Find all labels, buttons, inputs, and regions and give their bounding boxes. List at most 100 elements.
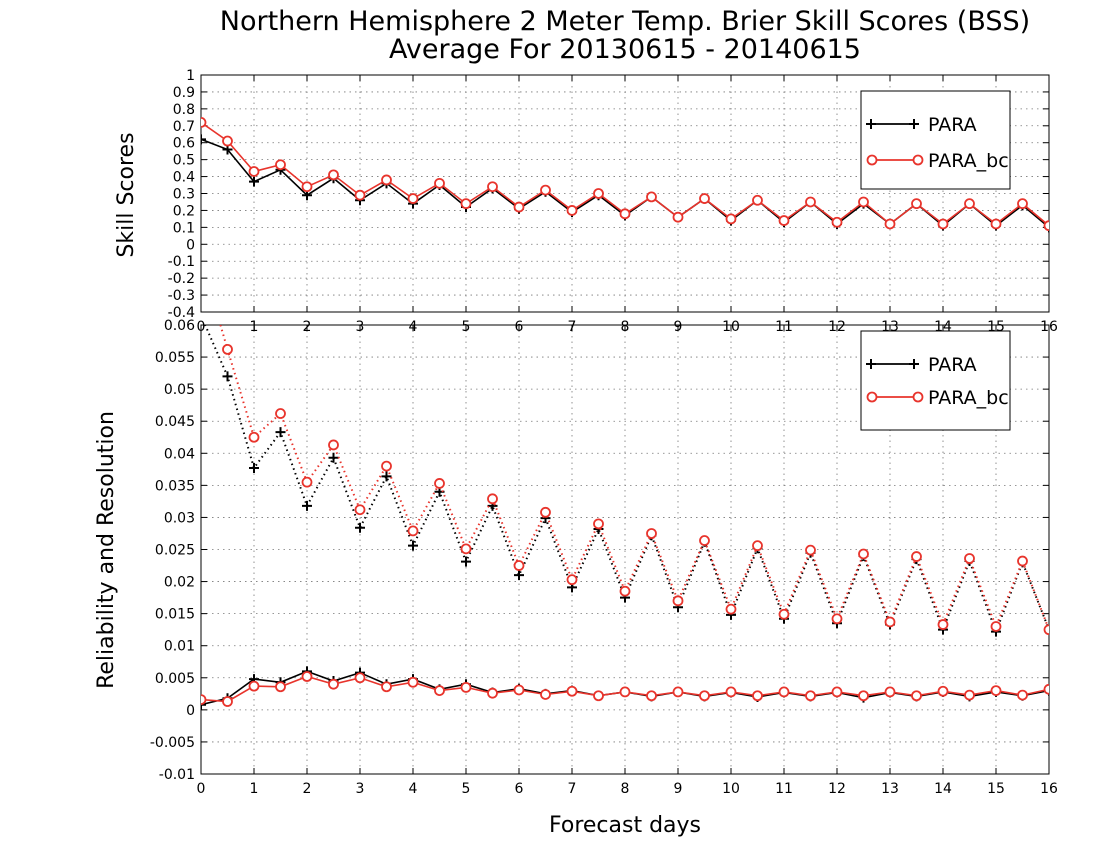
bot-xtick-label: 3 — [356, 781, 365, 797]
bot-para-bc-resolution-point — [513, 560, 525, 571]
bot-ytick-label: 0.06 — [164, 318, 195, 334]
bot-ytick-label: 0.005 — [155, 671, 195, 687]
bot-para-bc-resolution-point — [725, 603, 737, 615]
bot-para-bc-resolution-point — [275, 408, 286, 419]
bot-xtick-label: 8 — [621, 781, 630, 797]
bot-para-bc-resolution-point — [301, 476, 313, 488]
bot-para-bc-resolution-point — [248, 431, 260, 443]
reliability-resolution-panel: -0.01 -0.005 0 0.005 0.01 0.015 0.02 0.025 0.03 0… — [94, 318, 1058, 838]
bot-para-bc-reliability-point — [858, 690, 869, 702]
chart-title-line2: Average For 20130615 - 20140615 — [389, 34, 861, 65]
bot-para-bc-resolution-point — [434, 478, 445, 489]
top-ytick-label: 0.5 — [173, 153, 195, 169]
bot-para-bc-resolution-point — [699, 535, 710, 546]
bot-para-bc-resolution-point — [381, 460, 392, 472]
bot-xtick-label: 5 — [462, 781, 471, 797]
bot-para-bc-reliability-point — [301, 671, 313, 682]
bot-ytick-label: -0.005 — [150, 735, 195, 751]
bot-para-bc-resolution-point — [1017, 555, 1028, 567]
top-para-bc-point — [990, 218, 1002, 230]
bot-para-bc-reliability-point — [672, 686, 684, 698]
bot-para-bc-reliability-point — [911, 690, 922, 702]
top-ytick-label: -0.4 — [168, 305, 195, 321]
top-para-bc-point — [937, 218, 949, 230]
top-para-point — [249, 176, 259, 187]
top-ytick-label: 1 — [186, 68, 195, 84]
bot-para-bc-resolution-point — [328, 439, 339, 451]
bot-xtick-label: 13 — [881, 781, 899, 797]
bot-xtick-label: 16 — [1040, 781, 1058, 797]
top-para-bc-point — [725, 213, 737, 225]
bot-ytick-label: 0.045 — [155, 414, 195, 430]
bot-para-bc-reliability-point — [1017, 689, 1028, 701]
bot-para-bc-reliability-point — [381, 681, 392, 693]
bot-xtick-label: 12 — [828, 781, 846, 797]
bot-para-resolution-point — [514, 570, 524, 581]
bot-para-bc-reliability-point — [201, 694, 207, 705]
bot-ytick-label: 0.035 — [155, 478, 195, 494]
top-ytick-label: 0.2 — [173, 203, 195, 219]
bot-para-bc-resolution-point — [593, 518, 604, 530]
bot-para-bc-resolution-point — [646, 528, 657, 539]
bot-para-resolution-point — [355, 522, 365, 533]
bot-xtick-label: 11 — [775, 781, 793, 797]
bot-para-resolution-point — [302, 500, 312, 511]
bot-para-bc-resolution-point — [778, 608, 790, 620]
bot-para-bc-resolution-point — [752, 540, 763, 552]
top-para-bc-point — [540, 184, 551, 196]
bot-xtick-label: 7 — [568, 781, 577, 797]
bottom-legend-parabc-marker-right — [912, 391, 924, 403]
top-ytick-label: -0.2 — [168, 271, 195, 287]
top-para-bc-point — [1017, 198, 1028, 210]
top-para-bc-point — [381, 174, 392, 186]
bottom-legend-parabc-marker-left — [866, 391, 878, 403]
bot-para-bc-reliability-point — [619, 686, 631, 698]
bot-para-bc-reliability-point — [275, 681, 286, 693]
bot-para-bc-reliability-point — [540, 689, 551, 700]
top-para-bc-point — [566, 205, 578, 216]
bot-para-bc-resolution-point — [672, 595, 684, 607]
bot-para-resolution-point — [222, 371, 233, 382]
bot-ytick-label: 0 — [186, 703, 195, 719]
bot-para-bc-reliability-point — [646, 690, 657, 702]
x-axis-label: Forecast days — [549, 813, 701, 838]
bot-xtick-label: 15 — [987, 781, 1005, 797]
top-para-bc-point — [354, 189, 366, 201]
top-legend-parabc-label: PARA_bc — [928, 150, 1009, 172]
bot-para-bc-resolution-point — [964, 553, 975, 564]
bot-xtick-label: 9 — [674, 781, 683, 797]
bot-para-bc-resolution-point — [805, 544, 816, 556]
top-para-bc-point — [487, 181, 498, 193]
top-ytick-label: -0.1 — [168, 254, 195, 270]
top-legend: PARA PARA_bc — [860, 90, 1011, 190]
bot-para-bc-reliability-point — [328, 678, 339, 690]
top-para-bc-point — [222, 135, 233, 147]
bot-para-bc-resolution-point — [911, 551, 922, 562]
top-para-bc-point — [248, 166, 260, 177]
bot-xtick-label: 10 — [722, 781, 740, 797]
bot-xtick-label: 14 — [934, 781, 952, 797]
bot-para-bc-resolution-point — [884, 616, 896, 628]
bot-para-bc-reliability-point — [222, 696, 233, 707]
top-legend-box — [860, 90, 1011, 190]
bot-ytick-label: 0.01 — [164, 639, 195, 655]
top-para-bc-point — [301, 181, 313, 193]
bot-para-bc-reliability-point — [725, 686, 737, 698]
bot-para-resolution-point — [461, 556, 471, 567]
bot-para-bc-resolution-point — [858, 548, 869, 560]
bot-para-resolution-point — [381, 471, 392, 482]
bot-para-bc-resolution-point — [831, 613, 843, 625]
top-ytick-label: 0.6 — [173, 136, 195, 152]
bottom-y-axis-label: Reliability and Resolution — [94, 411, 119, 689]
bot-para-bc-resolution-point — [222, 343, 233, 355]
bottom-legend-para-label: PARA — [928, 354, 977, 376]
top-para-bc-point — [328, 169, 339, 181]
bot-para-bc-reliability-point — [434, 685, 445, 697]
top-legend-para-label: PARA — [928, 114, 977, 136]
top-para-bc-point — [778, 215, 790, 226]
bottom-legend-parabc-label: PARA_bc — [928, 387, 1009, 409]
bot-xtick-label: 4 — [409, 781, 418, 797]
top-para-bc-point — [699, 193, 710, 204]
top-para-bc-point — [884, 218, 896, 230]
